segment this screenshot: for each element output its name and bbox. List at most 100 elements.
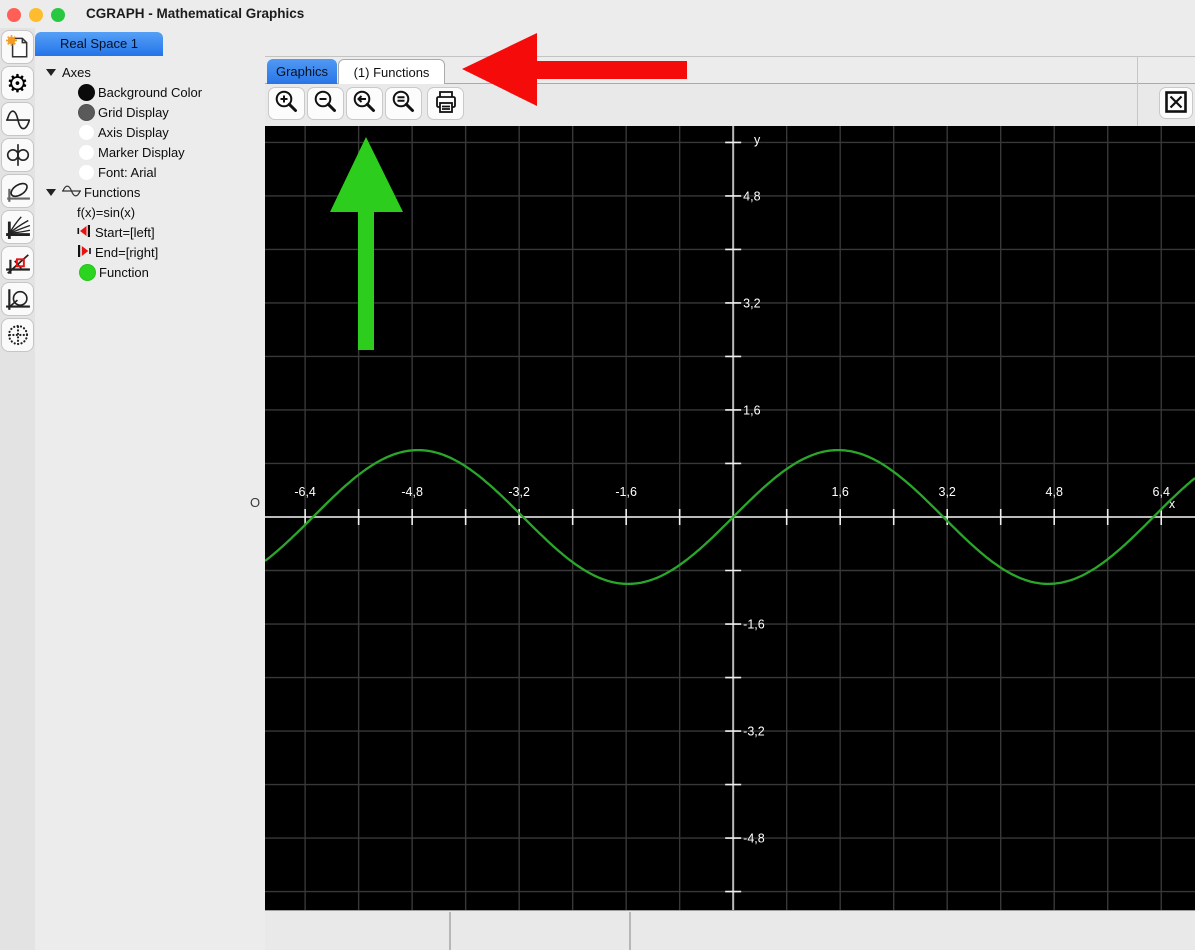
y-tick-label: 1,6 xyxy=(743,403,760,417)
tree-label: End=[right] xyxy=(95,244,159,260)
zoom-out-button[interactable] xyxy=(307,87,344,120)
tree-item-axes[interactable]: Axes xyxy=(35,62,265,82)
zoom-fit-icon xyxy=(390,89,418,118)
new-document-button[interactable] xyxy=(1,30,34,64)
zoom-previous-button[interactable] xyxy=(346,87,383,120)
curve-family-icon xyxy=(5,214,31,240)
close-window-button[interactable] xyxy=(7,8,21,22)
point-circle-plot-icon xyxy=(5,322,31,348)
x-tick-label: 3,2 xyxy=(939,485,956,499)
function-plot: -6,4 -4,8 -3,2 -1,6 1,6 3,2 4,8 6,4 4,8 3,2 1,6 -1,… xyxy=(264,126,1195,910)
status-strip xyxy=(265,910,1195,950)
close-view-button[interactable] xyxy=(1159,87,1193,119)
title-bar: CGRAPH - Mathematical Graphics xyxy=(0,0,1195,28)
color-swatch xyxy=(78,143,95,161)
toolbar-corner-separator xyxy=(1137,56,1138,126)
tree-label: Axes xyxy=(62,64,91,80)
function-curve xyxy=(264,448,1195,586)
tool-sidebar: ⚙ xyxy=(0,28,35,950)
x-axis-label: x xyxy=(1169,497,1176,511)
color-swatch xyxy=(79,263,96,281)
tree-item-background-color[interactable]: Background Color xyxy=(35,82,265,102)
plot-background xyxy=(265,126,1195,910)
status-splitter[interactable] xyxy=(629,912,631,950)
zoom-previous-icon xyxy=(351,89,379,118)
tab-functions[interactable]: (1) Functions xyxy=(338,59,445,84)
tree-item-grid-display[interactable]: Grid Display xyxy=(35,102,265,122)
x-tick-label: -6,4 xyxy=(294,485,316,499)
tree-label: Functions xyxy=(84,184,141,200)
tree-item-function-expression[interactable]: f(x)=sin(x) xyxy=(35,202,265,222)
zoom-fit-button[interactable] xyxy=(385,87,422,120)
point-circle-plot-button[interactable] xyxy=(1,318,34,352)
color-swatch xyxy=(78,83,95,101)
y-tick-label: 3,2 xyxy=(743,296,760,310)
sine-plot-button[interactable] xyxy=(1,102,34,136)
plot-pane-tabbar: Graphics (1) Functions xyxy=(265,56,1195,84)
tree-item-marker-display[interactable]: Marker Display xyxy=(35,142,265,162)
expand-triangle-icon[interactable] xyxy=(46,188,56,196)
tab-graphics[interactable]: Graphics xyxy=(267,59,337,84)
tree-label: Background Color xyxy=(98,84,203,100)
y-axis-label: y xyxy=(754,133,761,147)
tree-label: Marker Display xyxy=(98,144,185,160)
settings-gear-icon: ⚙ xyxy=(6,68,29,98)
tree-label: Function xyxy=(99,264,149,280)
window-title: CGRAPH - Mathematical Graphics xyxy=(86,6,305,21)
x-tick-label: -1,6 xyxy=(615,485,637,499)
y-tick-label: 4,8 xyxy=(743,189,760,203)
tree-label: Axis Display xyxy=(98,124,169,140)
settings-button[interactable]: ⚙ xyxy=(1,66,34,100)
print-icon xyxy=(432,89,460,118)
minimize-window-button[interactable] xyxy=(29,8,43,22)
curve-family-button[interactable] xyxy=(1,210,34,244)
x-tick-label: 1,6 xyxy=(831,485,848,499)
close-view-icon xyxy=(1163,90,1189,117)
tree-item-function-color[interactable]: Function xyxy=(35,262,265,282)
zoom-out-icon xyxy=(312,89,340,118)
expand-triangle-icon[interactable] xyxy=(46,68,56,76)
sine-function-icon xyxy=(62,184,81,201)
tree-item-end[interactable]: End=[right] xyxy=(35,242,265,262)
y-tick-label: -3,2 xyxy=(743,725,765,739)
tree-item-axis-display[interactable]: Axis Display xyxy=(35,122,265,142)
color-swatch xyxy=(78,103,95,121)
tangent-plot-button[interactable] xyxy=(1,246,34,280)
circle-plot-icon xyxy=(5,286,31,312)
settings-tree: Axes Background Color Grid Display Axis … xyxy=(35,56,265,950)
tangent-plot-icon xyxy=(5,250,31,276)
color-swatch xyxy=(78,123,95,141)
tree-label: f(x)=sin(x) xyxy=(77,204,136,220)
tree-label: Grid Display xyxy=(98,104,169,120)
lemniscate-plot-icon xyxy=(5,142,31,168)
color-swatch xyxy=(78,163,95,181)
start-marker-icon xyxy=(77,223,92,242)
y-tick-label: -4,8 xyxy=(743,832,765,846)
zoom-in-button[interactable] xyxy=(268,87,305,120)
tab-real-space-1[interactable]: Real Space 1 xyxy=(35,32,163,56)
tree-item-font[interactable]: Font: Arial xyxy=(35,162,265,182)
plot-toolbar xyxy=(265,84,1195,126)
x-tick-label: 6,4 xyxy=(1153,485,1170,499)
origin-label: O xyxy=(250,495,261,510)
new-document-icon xyxy=(5,34,31,60)
ellipse-plot-button[interactable] xyxy=(1,174,34,208)
sine-plot-icon xyxy=(5,106,31,132)
tree-label: Font: Arial xyxy=(98,164,157,180)
zoom-in-icon xyxy=(273,89,301,118)
tabbar-baseline xyxy=(265,83,1195,84)
lemniscate-plot-button[interactable] xyxy=(1,138,34,172)
status-splitter[interactable] xyxy=(449,912,451,950)
circle-plot-button[interactable] xyxy=(1,282,34,316)
tree-item-functions[interactable]: Functions xyxy=(35,182,265,202)
y-tick-label: -1,6 xyxy=(743,618,765,632)
tree-item-start[interactable]: Start=[left] xyxy=(35,222,265,242)
x-tick-label: 4,8 xyxy=(1046,485,1063,499)
zoom-window-button[interactable] xyxy=(51,8,65,22)
plot-canvas[interactable]: -6,4 -4,8 -3,2 -1,6 1,6 3,2 4,8 6,4 4,8 3,2 1,6 -1,… xyxy=(264,126,1195,910)
x-tick-label: -3,2 xyxy=(508,485,530,499)
document-tab-strip: Real Space 1 xyxy=(35,28,1195,57)
end-marker-icon xyxy=(77,243,92,262)
x-tick-label: -4,8 xyxy=(401,485,423,499)
print-button[interactable] xyxy=(427,87,464,120)
